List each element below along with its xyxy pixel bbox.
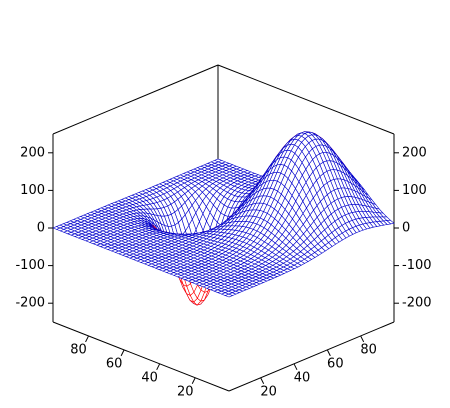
y-tick-label: 20 xyxy=(260,384,277,399)
back-top-right-edge xyxy=(217,64,395,135)
x-tick-mark xyxy=(120,349,125,357)
y-tick-label: 40 xyxy=(294,370,311,385)
tick-labels: 200 200 100 100 0 0 -100 -100 -200 -200 20 40 60 80 20… xyxy=(15,145,431,399)
x-tick-label: 60 xyxy=(106,356,123,371)
y-tick-label: 80 xyxy=(360,342,377,357)
x-tick-label: 80 xyxy=(70,342,87,357)
x-tick-label: 20 xyxy=(177,384,194,399)
y-axis-line xyxy=(228,321,395,392)
x-tick-label: 40 xyxy=(141,370,158,385)
z-tick-label-left: -100 xyxy=(15,258,45,273)
mesh-cell xyxy=(224,293,234,298)
z-tick-label-right: -100 xyxy=(402,258,432,273)
x-tick-mark xyxy=(191,377,196,384)
x-axis-line xyxy=(52,321,230,392)
z-tick-label-right: 200 xyxy=(402,145,427,160)
z-tick-label-left: 200 xyxy=(20,145,45,160)
y-tick-mark xyxy=(360,335,365,343)
back-top-left-edge xyxy=(52,64,219,135)
z-tick-label-right: -200 xyxy=(402,296,432,311)
z-tick-label-left: 0 xyxy=(37,221,45,236)
z-tick-label-left: -200 xyxy=(15,296,45,311)
y-tick-mark xyxy=(293,363,298,371)
z-tick-label-right: 0 xyxy=(402,221,410,236)
surface-mesh xyxy=(52,131,395,306)
y-tick-mark xyxy=(260,377,265,384)
z-tick-label-right: 100 xyxy=(402,183,427,198)
y-tick-mark xyxy=(326,349,331,357)
z-tick-label-left: 100 xyxy=(20,183,45,198)
x-tick-mark xyxy=(85,335,90,343)
x-tick-mark xyxy=(156,363,161,371)
y-tick-label: 60 xyxy=(327,356,344,371)
